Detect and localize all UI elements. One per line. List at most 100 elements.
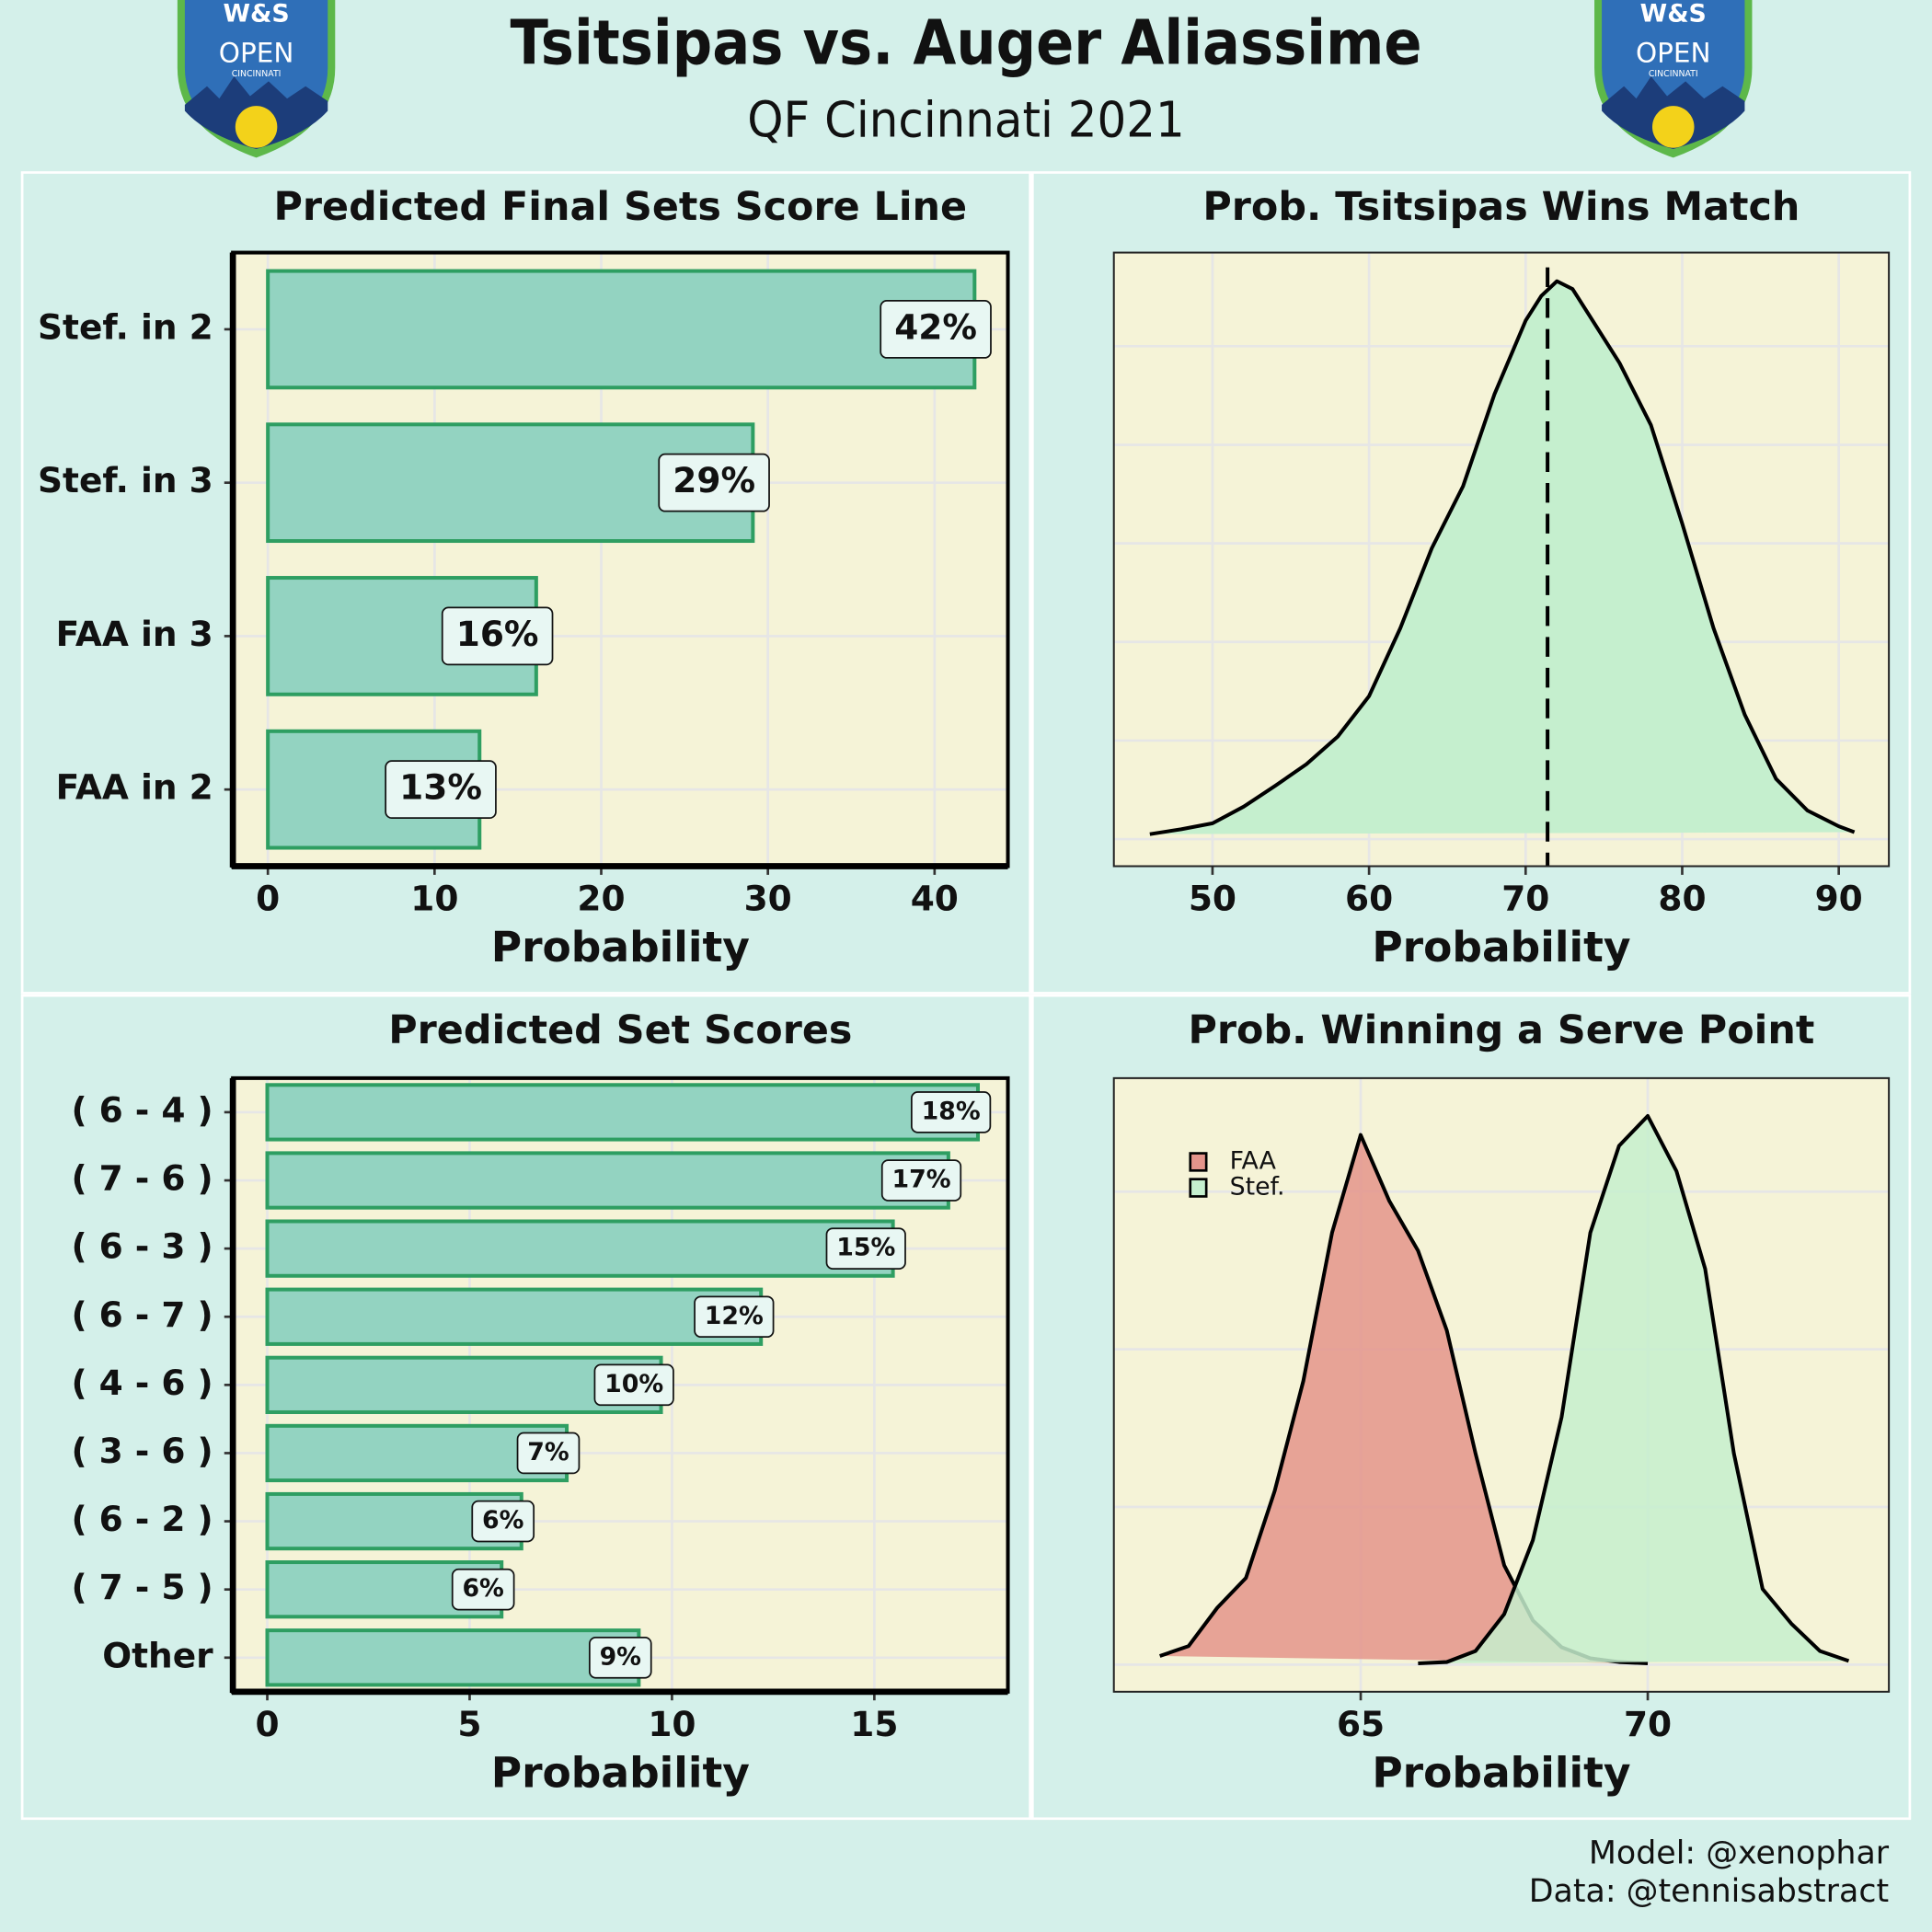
logo: W&S OPEN CINCINNATI [1594, 0, 1753, 158]
plot-frame [1112, 251, 1891, 868]
data-label-text: 42% [894, 306, 977, 347]
data-label: 16% [441, 606, 554, 666]
y-tick-label: ( 4 - 6 ) [71, 1363, 213, 1403]
x-tick-label: 70 [1624, 1704, 1672, 1744]
bar [265, 1628, 641, 1687]
x-tick-label: 80 [1658, 879, 1706, 919]
data-label: 18% [910, 1091, 992, 1133]
data-label-box [588, 1636, 652, 1679]
legend-label: FAA [1230, 1146, 1277, 1175]
data-label: 29% [658, 453, 770, 512]
chart-title: Predicted Set Scores [388, 1007, 852, 1053]
y-tick-label: ( 6 - 7 ) [71, 1294, 213, 1335]
data-label-text: 12% [705, 1302, 764, 1330]
x-tick-label: 10 [648, 1704, 696, 1744]
data-label-text: 16% [456, 614, 539, 654]
legend-label: Stef. [1230, 1173, 1285, 1202]
x-tick-label: 10 [410, 879, 458, 919]
x-tick-label: 90 [1815, 879, 1863, 919]
data-label-box [880, 1159, 962, 1202]
bar [266, 269, 977, 390]
chart-title: Prob. Winning a Serve Point [1189, 1007, 1815, 1053]
credit: Data: @tennisabstract [1529, 1873, 1889, 1910]
data-label: 17% [880, 1159, 962, 1202]
x-tick-label: 15 [850, 1704, 898, 1744]
data-label-text: 10% [604, 1370, 663, 1398]
data-label: 13% [385, 760, 497, 820]
x-tick-label: 0 [256, 879, 280, 919]
data-label: 15% [825, 1227, 906, 1270]
y-tick-label: ( 7 - 6 ) [71, 1158, 213, 1199]
logo-ball [235, 106, 278, 148]
data-label-text: 13% [399, 767, 482, 808]
data-label-box [658, 453, 770, 512]
x-axis-label: Probability [491, 923, 750, 972]
x-axis-label: Probability [491, 1748, 750, 1797]
logo: W&S OPEN CINCINNATI [177, 0, 336, 158]
data-label: 6% [471, 1500, 535, 1543]
logo-monogram: W&S [223, 0, 289, 29]
y-tick-label: Stef. in 2 [38, 306, 213, 347]
x-tick-label: 5 [457, 1704, 481, 1744]
x-tick-label: 50 [1189, 879, 1236, 919]
legend-swatch [1189, 1178, 1208, 1198]
logo-name: OPEN [1636, 37, 1711, 68]
data-label-box [516, 1432, 581, 1475]
y-tick-label: ( 6 - 3 ) [71, 1226, 213, 1267]
main-title: Tsitsipas vs. Auger Aliassime [510, 6, 1421, 78]
chart-title: Predicted Final Sets Score Line [274, 184, 968, 230]
data-label-box [880, 300, 992, 359]
subtitle: QF Cincinnati 2021 [747, 91, 1184, 149]
data-label: 7% [516, 1432, 581, 1475]
data-label-text: 18% [922, 1097, 981, 1125]
x-tick-label: 0 [255, 1704, 279, 1744]
logo-city: CINCINNATI [232, 69, 282, 79]
data-label-box [441, 606, 554, 666]
logo-city: CINCINNATI [1649, 69, 1698, 79]
x-axis-label: Probability [1372, 923, 1630, 972]
data-label-box [593, 1363, 674, 1407]
data-label: 10% [593, 1363, 674, 1407]
bar [265, 1083, 980, 1142]
x-axis-label: Probability [1372, 1748, 1630, 1797]
bar [265, 1287, 764, 1346]
data-label-text: 6% [482, 1506, 523, 1535]
y-tick-label: ( 6 - 2 ) [71, 1499, 213, 1539]
bar [265, 1219, 895, 1278]
logo-monogram: W&S [1640, 0, 1707, 29]
y-tick-label: ( 6 - 4 ) [71, 1089, 213, 1130]
y-tick-label: Other [102, 1635, 213, 1675]
x-tick-label: 70 [1501, 879, 1549, 919]
x-tick-label: 30 [744, 879, 792, 919]
logo-name: OPEN [219, 37, 294, 68]
data-label-box [451, 1568, 515, 1611]
data-label-text: 7% [527, 1438, 569, 1466]
x-tick-label: 20 [577, 879, 625, 919]
y-tick-label: FAA in 3 [56, 614, 213, 654]
data-label-text: 15% [836, 1234, 895, 1262]
data-label-text: 17% [891, 1166, 950, 1194]
data-label: 9% [588, 1636, 652, 1679]
data-label-box [825, 1227, 906, 1270]
data-label-text: 9% [600, 1642, 641, 1671]
x-tick-label: 40 [911, 879, 959, 919]
density-curve [1149, 279, 1856, 836]
y-tick-label: Stef. in 3 [38, 460, 213, 500]
data-label-text: 29% [673, 460, 755, 500]
data-label-box [471, 1500, 535, 1543]
plot-frame [1112, 1076, 1891, 1693]
density-curve [1418, 1113, 1850, 1666]
y-tick-label: FAA in 2 [56, 767, 213, 808]
y-tick-label: ( 7 - 5 ) [71, 1567, 213, 1607]
bar [265, 1151, 950, 1210]
data-label-text: 6% [462, 1574, 503, 1603]
x-tick-label: 60 [1345, 879, 1393, 919]
chart-title: Prob. Tsitsipas Wins Match [1202, 184, 1800, 230]
legend-swatch [1189, 1152, 1208, 1172]
data-label-box [385, 760, 497, 820]
logo-ball [1651, 106, 1695, 148]
data-label: 12% [694, 1295, 775, 1339]
x-tick-label: 65 [1337, 1704, 1385, 1744]
